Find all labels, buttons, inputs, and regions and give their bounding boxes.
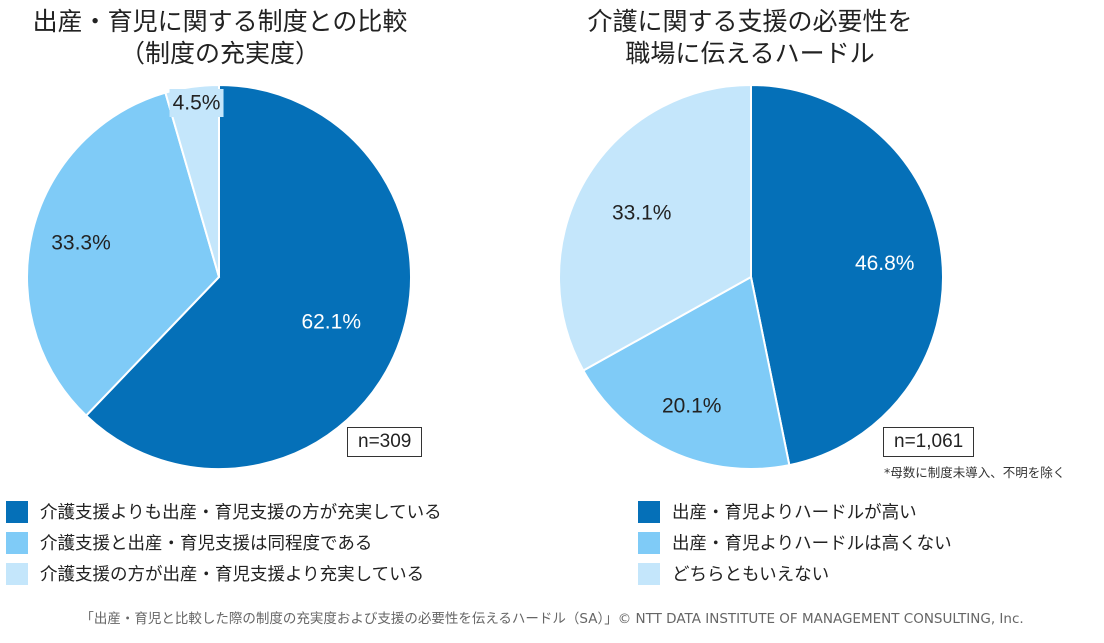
slice-label-1: 46.8%: [855, 252, 915, 275]
pie-slice-2: [26, 91, 221, 418]
pie-slice-2: [581, 275, 791, 470]
pie-slice-1: [84, 83, 412, 470]
left-legend-swatch-2: [6, 531, 28, 554]
left-pie-chart: 62.1% 33.3% 4.5%: [26, 83, 412, 470]
footer-credit: 「出産・育児と比較した際の制度の充実度および支援の必要性を伝えるハードル（SA）…: [80, 611, 1024, 627]
right-footnote: *母数に制度未導入、不明を除く: [884, 465, 1066, 480]
title-line-1: 出産・育児に関する制度との比較: [32, 7, 408, 36]
slice-label-3: 33.1%: [612, 201, 672, 224]
slice-label-2: 20.1%: [662, 395, 722, 418]
right-sample-size: n=1,061: [883, 427, 975, 457]
right-legend-item-3: どちらともいえない: [638, 558, 952, 589]
slice-label-1: 62.1%: [301, 311, 361, 334]
left-legend-label-1: 介護支援よりも出産・育児支援の方が充実している: [40, 503, 442, 523]
right-legend-swatch-1: [638, 500, 660, 523]
left-legend-label-3: 介護支援の方が出産・育児支援より充実している: [40, 565, 425, 585]
left-legend-item-1: 介護支援よりも出産・育児支援の方が充実している: [6, 496, 442, 527]
left-chart-title: 出産・育児に関する制度との比較 （制度の充実度）: [0, 6, 440, 70]
right-legend-swatch-2: [638, 531, 660, 554]
right-legend-item-1: 出産・育児よりハードルが高い: [638, 496, 952, 527]
left-legend-item-2: 介護支援と出産・育児支援は同程度である: [6, 527, 442, 558]
right-legend-label-3: どちらともいえない: [672, 565, 830, 585]
right-legend-label-2: 出産・育児よりハードルは高くない: [672, 534, 952, 554]
slice-label-3: 4.5%: [173, 92, 221, 115]
right-legend-label-1: 出産・育児よりハードルが高い: [672, 503, 917, 523]
right-legend-item-2: 出産・育児よりハードルは高くない: [638, 527, 952, 558]
left-legend-swatch-3: [6, 562, 28, 585]
right-legend: 出産・育児よりハードルが高い 出産・育児よりハードルは高くない どちらともいえな…: [638, 496, 952, 589]
title-line-2: 職場に伝えるハードル: [625, 39, 875, 68]
right-chart-title: 介護に関する支援の必要性を 職場に伝えるハードル: [535, 6, 965, 70]
right-legend-swatch-3: [638, 562, 660, 585]
pie-slice-3: [164, 83, 220, 278]
slice-label-2: 33.3%: [51, 232, 111, 255]
slice-label-background-3: [169, 89, 224, 117]
title-line-2: （制度の充実度）: [119, 39, 320, 68]
pie-slice-3: [558, 83, 752, 372]
left-sample-size: n=309: [347, 427, 423, 457]
left-legend-item-3: 介護支援の方が出産・育児支援より充実している: [6, 558, 442, 589]
right-pie-chart: 46.8% 20.1% 33.1%: [558, 83, 944, 470]
title-line-1: 介護に関する支援の必要性を: [587, 7, 913, 36]
left-legend: 介護支援よりも出産・育児支援の方が充実している 介護支援と出産・育児支援は同程度…: [6, 496, 442, 589]
left-legend-swatch-1: [6, 500, 28, 523]
pie-slice-1: [750, 83, 944, 467]
left-legend-label-2: 介護支援と出産・育児支援は同程度である: [40, 534, 373, 554]
